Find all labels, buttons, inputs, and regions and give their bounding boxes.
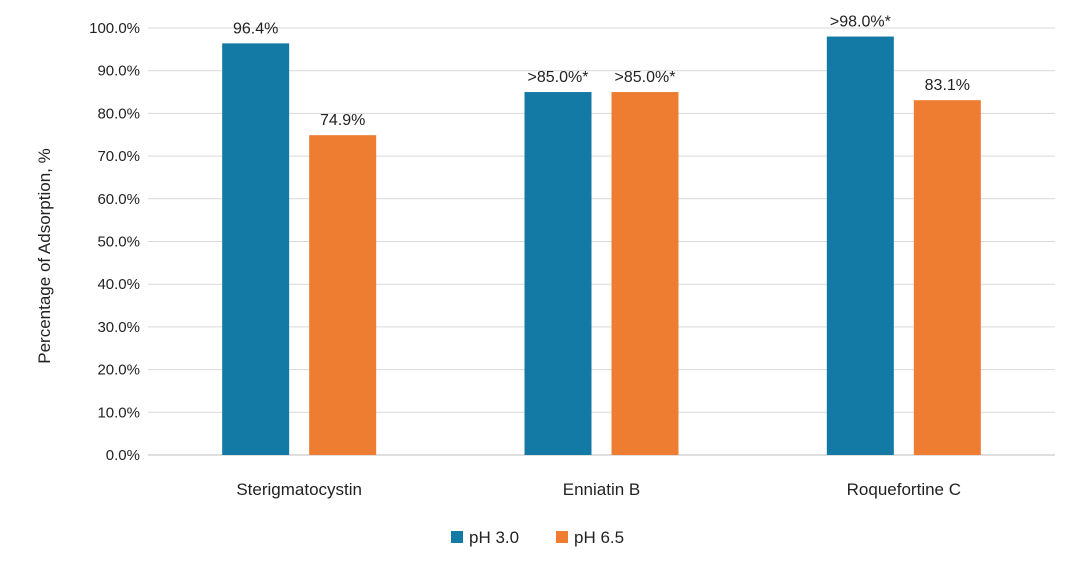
bar-sterigmatocystin-ph-6-5 <box>309 135 377 455</box>
y-tick-label: 80.0% <box>97 105 140 122</box>
data-label: >85.0%* <box>615 69 676 86</box>
bar-roquefortine-c-ph-6-5 <box>913 100 981 456</box>
legend: pH 3.0 pH 6.5 <box>451 528 624 547</box>
legend-swatch <box>451 531 463 543</box>
bar-enniatin-b-ph-6-5 <box>611 92 679 456</box>
data-labels: 96.4% 74.9% >85.0%* >85.0%* >98.0%* 83.1% <box>233 14 970 130</box>
legend-label: pH 3.0 <box>469 528 519 547</box>
y-tick-label: 90.0% <box>97 63 140 80</box>
y-tick-label: 10.0% <box>97 404 140 421</box>
y-tick-label: 20.0% <box>97 362 140 379</box>
x-axis-categories: Sterigmatocystin Enniatin B Roquefortine C <box>236 480 961 499</box>
data-label: 83.1% <box>925 77 970 94</box>
data-label: >98.0%* <box>830 14 891 31</box>
bar-enniatin-b-ph-3-0 <box>524 92 592 456</box>
gridlines <box>148 27 1055 456</box>
y-axis-ticks: 0.0% 10.0% 20.0% 30.0% 40.0% 50.0% 60.0% 70.0% 8… <box>89 20 140 464</box>
category-label: Sterigmatocystin <box>236 480 362 499</box>
bar-roquefortine-c-ph-3-0 <box>826 36 894 455</box>
y-tick-label: 100.0% <box>89 20 140 37</box>
y-axis-title: Percentage of Adsorption, % <box>35 148 54 363</box>
data-label: 96.4% <box>233 20 278 37</box>
data-label: >85.0%* <box>528 69 589 86</box>
bars <box>222 36 981 456</box>
y-tick-label: 70.0% <box>97 148 140 165</box>
legend-swatch <box>556 531 568 543</box>
legend-label: pH 6.5 <box>574 528 624 547</box>
y-tick-label: 40.0% <box>97 276 140 293</box>
y-tick-label: 30.0% <box>97 319 140 336</box>
category-label: Enniatin B <box>563 480 641 499</box>
y-tick-label: 60.0% <box>97 191 140 208</box>
data-label: 74.9% <box>320 112 365 129</box>
y-tick-label: 0.0% <box>106 447 140 464</box>
category-label: Roquefortine C <box>847 480 961 499</box>
bar-sterigmatocystin-ph-3-0 <box>222 43 290 455</box>
y-tick-label: 50.0% <box>97 234 140 251</box>
